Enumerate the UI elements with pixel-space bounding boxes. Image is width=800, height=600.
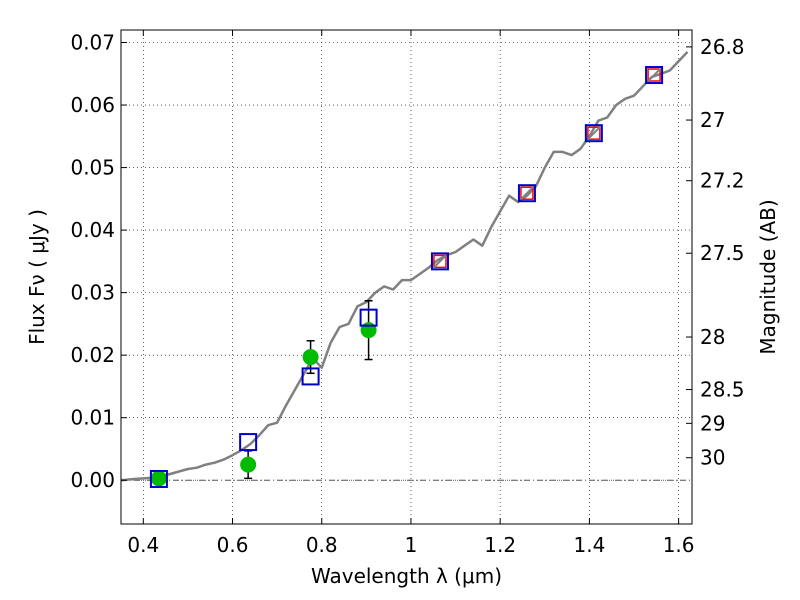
- spectrum-through-square: [433, 254, 447, 269]
- model-photometry-square: [430, 252, 449, 271]
- observed-red-square: [587, 126, 601, 140]
- x-tick-label: 1.2: [484, 533, 516, 557]
- y-tick-label: 0.06: [70, 93, 115, 117]
- model-photometry-square: [517, 184, 536, 203]
- spectrum-through-square: [520, 186, 534, 200]
- magnitude-tick-label: 26.8: [700, 35, 745, 59]
- x-tick-label: 0.4: [127, 533, 159, 557]
- observed-red-square: [433, 254, 447, 269]
- x-tick-label: 0.6: [217, 533, 249, 557]
- observed-green-point: [302, 349, 319, 366]
- model-photometry-square: [645, 66, 664, 85]
- observed-green-point: [240, 456, 257, 473]
- model-spectrum-layer: [120, 51, 689, 482]
- magnitude-tick-label: 27: [700, 108, 725, 132]
- y-tick-label: 0.00: [70, 468, 115, 492]
- model-photometry-square: [359, 308, 378, 327]
- model-spectrum-line: [120, 51, 689, 482]
- model-photometry-square: [239, 433, 258, 452]
- observed-red-square: [520, 186, 534, 200]
- magnitude-tick-label: 28: [700, 325, 725, 349]
- y-tick-label: 0.04: [70, 218, 115, 242]
- magnitude-tick-label: 28.5: [700, 378, 745, 402]
- y-tick-label: 0.03: [70, 281, 115, 305]
- axis-labels: 0.4 0.6 0.8 1 1.2 1.4 1.6 0.00 0.01 0.02 0.03 0.04 0…: [25, 31, 780, 588]
- x-tick-label: 1.6: [663, 533, 695, 557]
- observed-green-point: [150, 470, 167, 487]
- axis-ticks: [121, 30, 692, 524]
- magnitude-tick-label: 29: [700, 411, 725, 435]
- observed-red-square: [647, 68, 661, 82]
- magnitude-tick-label: 30: [700, 446, 725, 470]
- x-tick-label: 1.4: [573, 533, 605, 557]
- y-tick-label: 0.07: [70, 31, 115, 55]
- y-axis-label: Flux Fν ( μJy ): [25, 209, 49, 345]
- spectrum-through-square: [647, 68, 661, 82]
- plot-frame: [120, 29, 693, 525]
- y-tick-label: 0.02: [70, 343, 115, 367]
- x-tick-label: 0.8: [306, 533, 338, 557]
- y-tick-label: 0.01: [70, 406, 115, 430]
- markers-layer: [149, 66, 664, 488]
- x-tick-label: 1: [405, 533, 418, 557]
- model-photometry-square: [301, 367, 320, 386]
- spectrum-through-square: [587, 126, 601, 140]
- y-tick-label: 0.05: [70, 156, 115, 180]
- x-axis-label: Wavelength λ (μm): [311, 564, 502, 588]
- magnitude-tick-label: 27.5: [700, 241, 745, 265]
- model-photometry-square: [149, 469, 168, 488]
- magnitude-tick-label: 27.2: [700, 169, 745, 193]
- model-photometry-square: [584, 124, 603, 143]
- right-axis-label: Magnitude (AB): [756, 199, 780, 354]
